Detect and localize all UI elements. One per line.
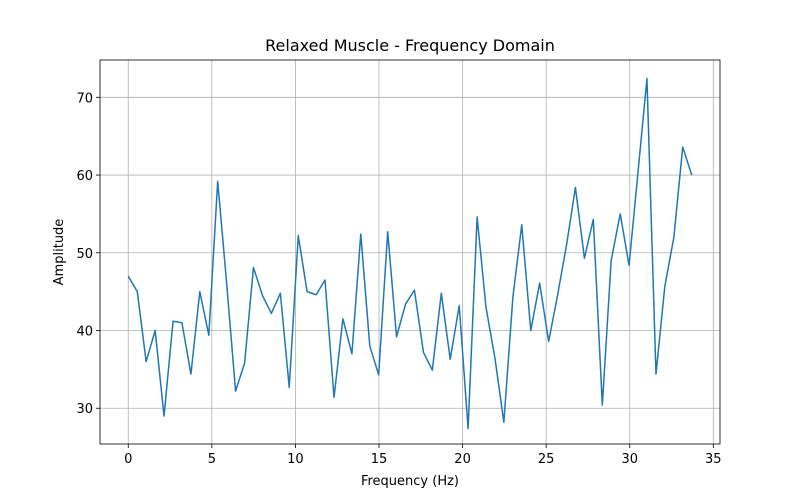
y-axis-label: Amplitude (52, 219, 67, 286)
x-tick-label: 30 (621, 452, 638, 467)
x-tick-label: 35 (705, 452, 722, 467)
x-tick-label: 5 (208, 452, 216, 467)
y-tick-label: 60 (76, 169, 93, 184)
y-tick-label: 30 (76, 402, 93, 417)
x-tick-label: 10 (287, 452, 304, 467)
y-tick-label: 40 (76, 325, 93, 340)
y-tick-label: 50 (76, 247, 93, 262)
x-tick-label: 25 (538, 452, 555, 467)
chart-title: Relaxed Muscle - Frequency Domain (265, 36, 555, 55)
x-tick-label: 15 (371, 452, 388, 467)
data-line (127, 77, 693, 430)
x-tick-label: 20 (454, 452, 471, 467)
x-tick-label: 0 (124, 452, 132, 467)
x-axis-label: Frequency (Hz) (361, 474, 459, 489)
plot-frame (99, 59, 721, 445)
y-tick-label: 70 (76, 91, 93, 106)
